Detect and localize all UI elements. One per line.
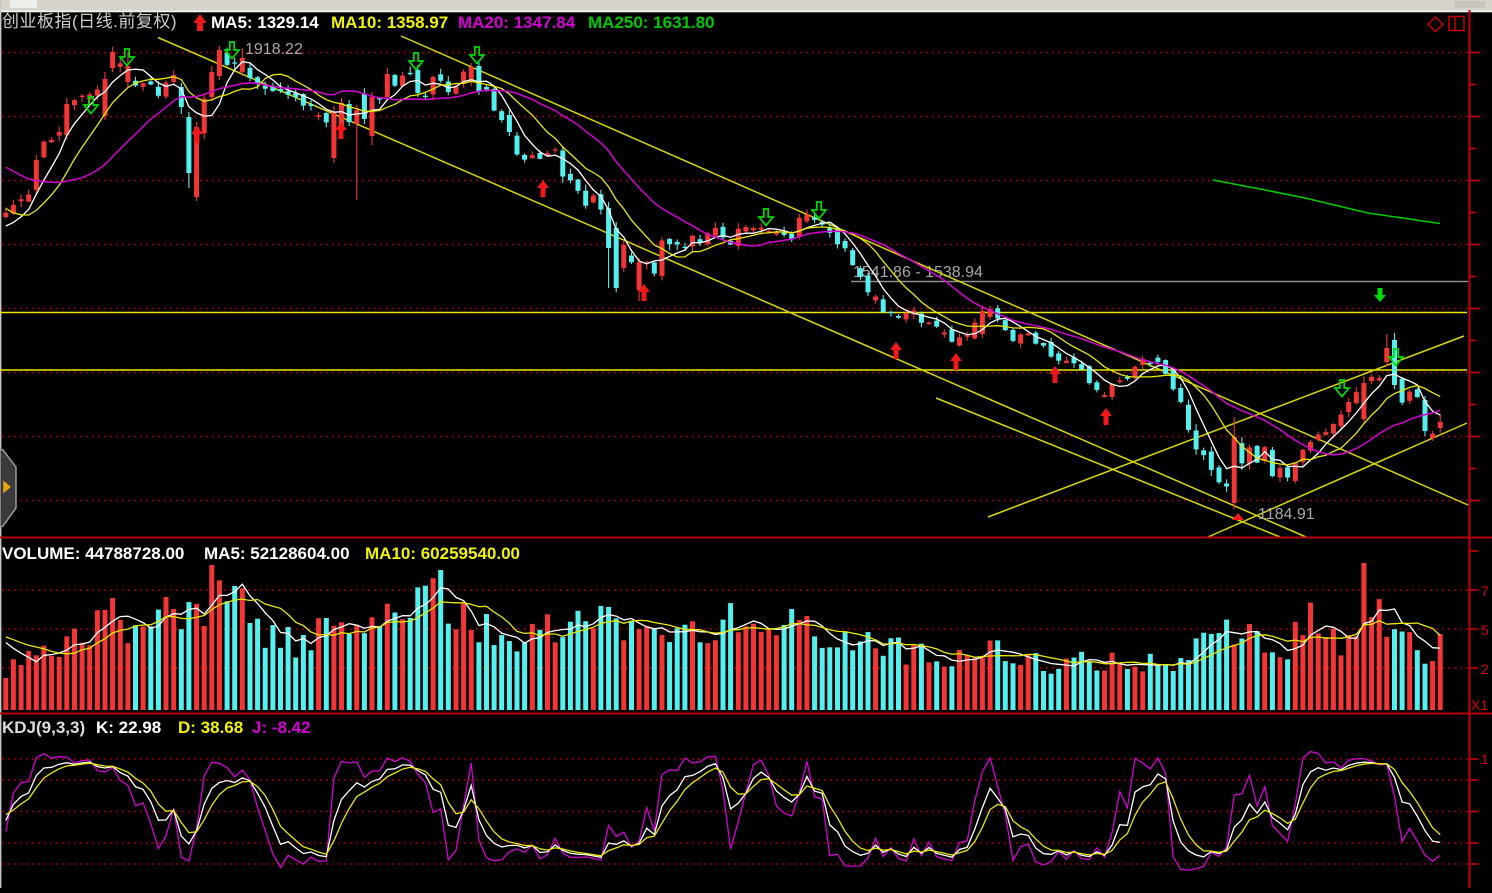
svg-text:K: 22.98: K: 22.98 [96, 718, 161, 737]
svg-text:MA10: 60259540.00: MA10: 60259540.00 [365, 544, 520, 563]
svg-text:创业板指(日线.前复权): 创业板指(日线.前复权) [2, 12, 177, 31]
svg-text:1: 1 [1481, 751, 1489, 767]
svg-text:D: 38.68: D: 38.68 [178, 718, 243, 737]
svg-text:MA5: 52128604.00: MA5: 52128604.00 [204, 544, 350, 563]
svg-text:5: 5 [1481, 622, 1489, 638]
svg-text:7: 7 [1481, 583, 1489, 599]
svg-text:2: 2 [1481, 661, 1489, 677]
svg-text:1918.22: 1918.22 [245, 41, 303, 58]
svg-text:MA250: 1631.80: MA250: 1631.80 [588, 13, 715, 32]
svg-text:VOLUME: 44788728.00: VOLUME: 44788728.00 [2, 544, 184, 563]
svg-text:KDJ(9,3,3): KDJ(9,3,3) [2, 718, 85, 737]
svg-text:MA10: 1358.97: MA10: 1358.97 [331, 13, 448, 32]
svg-text:1184.91: 1184.91 [1258, 506, 1315, 523]
svg-text:MA5: 1329.14: MA5: 1329.14 [211, 13, 319, 32]
svg-text:J: -8.42: J: -8.42 [252, 718, 311, 737]
svg-text:MA20: 1347.84: MA20: 1347.84 [458, 13, 576, 32]
svg-text:X1: X1 [1471, 697, 1488, 713]
